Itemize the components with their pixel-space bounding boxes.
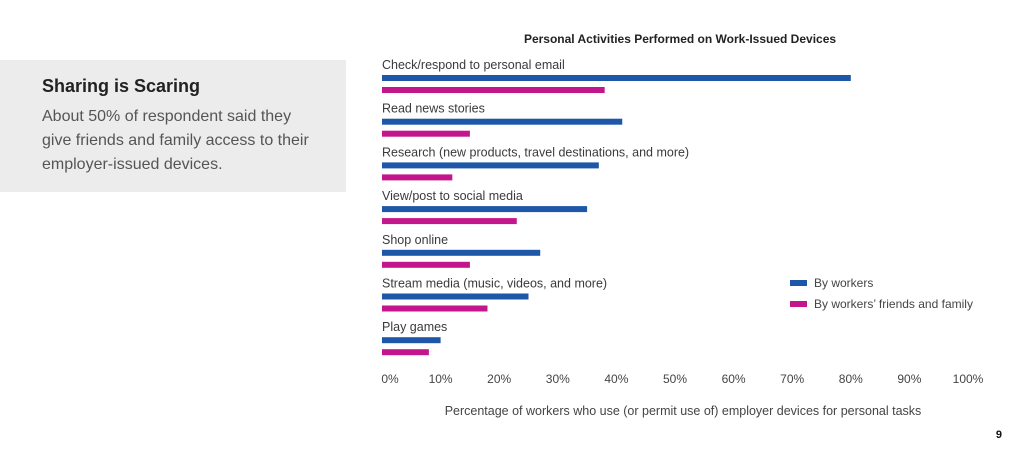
bar-workers: [382, 337, 441, 344]
x-tick-label: 60%: [722, 372, 746, 386]
x-tick-label: 0%: [381, 372, 399, 386]
bar-friends-family: [382, 87, 605, 93]
x-tick-label: 20%: [487, 372, 511, 386]
callout-panel: Sharing is Scaring About 50% of responde…: [0, 60, 346, 192]
category-label: Read news stories: [382, 102, 485, 116]
page-number: 9: [995, 429, 1002, 441]
category-label: View/post to social media: [382, 189, 523, 203]
bar-workers: [382, 75, 851, 81]
x-tick-label: 40%: [604, 372, 628, 386]
category-label: Research (new products, travel destinati…: [382, 145, 689, 159]
category-label: Shop online: [382, 233, 448, 247]
x-tick-label: 50%: [663, 372, 687, 386]
bar-friends-family: [382, 130, 470, 137]
x-tick-label: 90%: [897, 372, 921, 386]
x-tick-label: 80%: [839, 372, 863, 386]
bar-workers: [382, 206, 588, 213]
bar-workers: [382, 293, 529, 300]
bar-workers: [382, 118, 623, 125]
bar-friends-family: [382, 349, 429, 356]
category-label: Play games: [382, 320, 447, 334]
legend-swatch-friends-family: [790, 301, 807, 307]
callout-body: About 50% of respondent said they give f…: [42, 108, 309, 173]
x-axis-label: Percentage of workers who use (or permit…: [445, 404, 922, 418]
bar-friends-family: [382, 218, 517, 225]
category-label: Stream media (music, videos, and more): [382, 277, 607, 291]
legend-swatch-workers: [790, 280, 807, 286]
bar-workers: [382, 162, 599, 169]
bar-friends-family: [382, 261, 470, 268]
bar-friends-family: [382, 174, 453, 181]
x-tick-label: 70%: [780, 372, 804, 386]
callout-title: Sharing is Scaring: [42, 76, 201, 96]
legend-label: By workers: [814, 276, 873, 290]
x-tick-label: 10%: [429, 372, 453, 386]
x-tick-label: 100%: [953, 372, 984, 386]
legend-label: By workers’ friends and family: [814, 297, 973, 311]
chart-title: Personal Activities Performed on Work-Is…: [524, 32, 836, 46]
bar-workers: [382, 249, 541, 256]
x-tick-label: 30%: [546, 372, 570, 386]
category-label: Check/respond to personal email: [382, 58, 565, 72]
bar-friends-family: [382, 305, 488, 312]
